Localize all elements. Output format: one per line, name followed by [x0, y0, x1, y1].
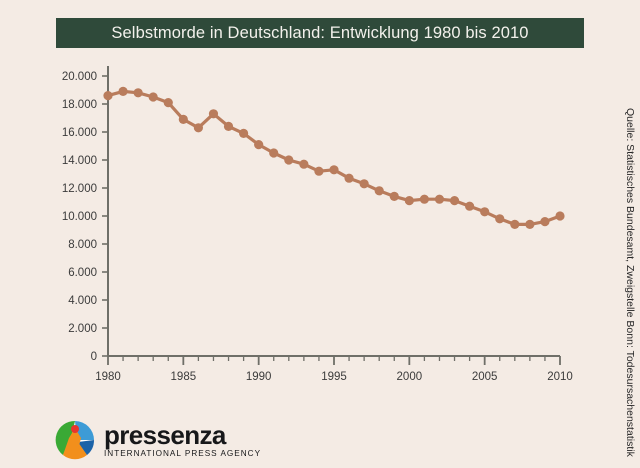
y-axis-tick-label: 16.000	[62, 127, 97, 139]
y-axis-tick-label: 20.000	[62, 71, 97, 83]
x-axis-tick-label: 1990	[246, 371, 272, 383]
logo-tagline: INTERNATIONAL PRESS AGENCY	[104, 448, 262, 458]
series-data-point	[495, 214, 505, 224]
y-axis-tick-label: 12.000	[62, 183, 97, 195]
chart-plot-area: 0 2.000 4.000 6.000 8.000 10.000 12.000 14.000 1…	[62, 66, 573, 383]
source-note: Quelle: Statistisches Bundesamt, Zweigst…	[624, 108, 636, 457]
series-data-point	[389, 191, 399, 201]
source-note-wrap: Quelle: Statistisches Bundesamt, Zweigst…	[624, 108, 636, 457]
series-data-point	[239, 128, 249, 138]
series-data-point	[540, 217, 550, 227]
y-axis-tick-label: 14.000	[62, 155, 97, 167]
y-axis-tick-label: 6.000	[68, 267, 97, 279]
y-axis-tick-label: 4.000	[68, 295, 97, 307]
x-axis-tick-label: 2005	[472, 371, 498, 383]
series-data-point	[148, 92, 158, 102]
series-data-point	[133, 88, 143, 98]
series-data-point	[163, 98, 173, 108]
series-data-point	[118, 86, 128, 96]
series-data-point	[344, 173, 354, 183]
logo-name: pressenza	[104, 419, 226, 450]
series-data-point	[314, 166, 324, 176]
series-data-point	[223, 121, 234, 131]
series-data-point	[555, 211, 565, 221]
series-data-point	[269, 148, 279, 158]
series-data-point	[329, 165, 339, 175]
x-axis-tick-label: 1985	[171, 371, 197, 383]
y-axis-tick-label: 18.000	[62, 99, 97, 111]
pressenza-logo: pressenza INTERNATIONAL PRESS AGENCY	[55, 420, 261, 460]
x-axis-tick-label: 2000	[397, 371, 423, 383]
series-data-point	[404, 196, 414, 206]
pressenza-globe-icon	[55, 420, 95, 460]
series-data-point	[434, 194, 445, 204]
series-data-point	[254, 140, 264, 150]
series-data-point	[299, 159, 309, 169]
logo-wordmark: pressenza INTERNATIONAL PRESS AGENCY	[104, 422, 261, 458]
series-line	[106, 89, 562, 226]
series-data-point	[525, 219, 535, 229]
series-data-point	[449, 196, 460, 206]
series-data-point	[359, 179, 369, 189]
series-data-point	[103, 91, 113, 101]
series-data-point	[465, 201, 475, 211]
series-data-point	[178, 114, 188, 124]
series-data-point	[510, 219, 520, 229]
series-data-point	[284, 155, 294, 165]
y-axis-tick-label: 2.000	[68, 323, 97, 335]
series-data-point	[374, 186, 384, 196]
line-chart-svg: 0 2.000 4.000 6.000 8.000 10.000 12.000 14.000 1…	[62, 66, 573, 383]
x-axis-tick-label: 2010	[547, 371, 573, 383]
x-axis-tick-label: 1995	[321, 371, 347, 383]
chart-title-bar: Selbstmorde in Deutschland: Entwicklung …	[56, 18, 584, 48]
page-title: Selbstmorde in Deutschland: Entwicklung …	[111, 23, 529, 42]
y-axis-tick-label: 10.000	[62, 211, 97, 223]
series-data-point	[193, 123, 203, 133]
series-data-point	[208, 109, 219, 119]
series-data-point	[419, 194, 429, 204]
y-axis-tick-label: 0	[91, 351, 97, 363]
x-axis-tick-label: 1980	[95, 371, 121, 383]
y-axis-tick-label: 8.000	[68, 239, 97, 251]
series-data-point	[480, 207, 490, 217]
